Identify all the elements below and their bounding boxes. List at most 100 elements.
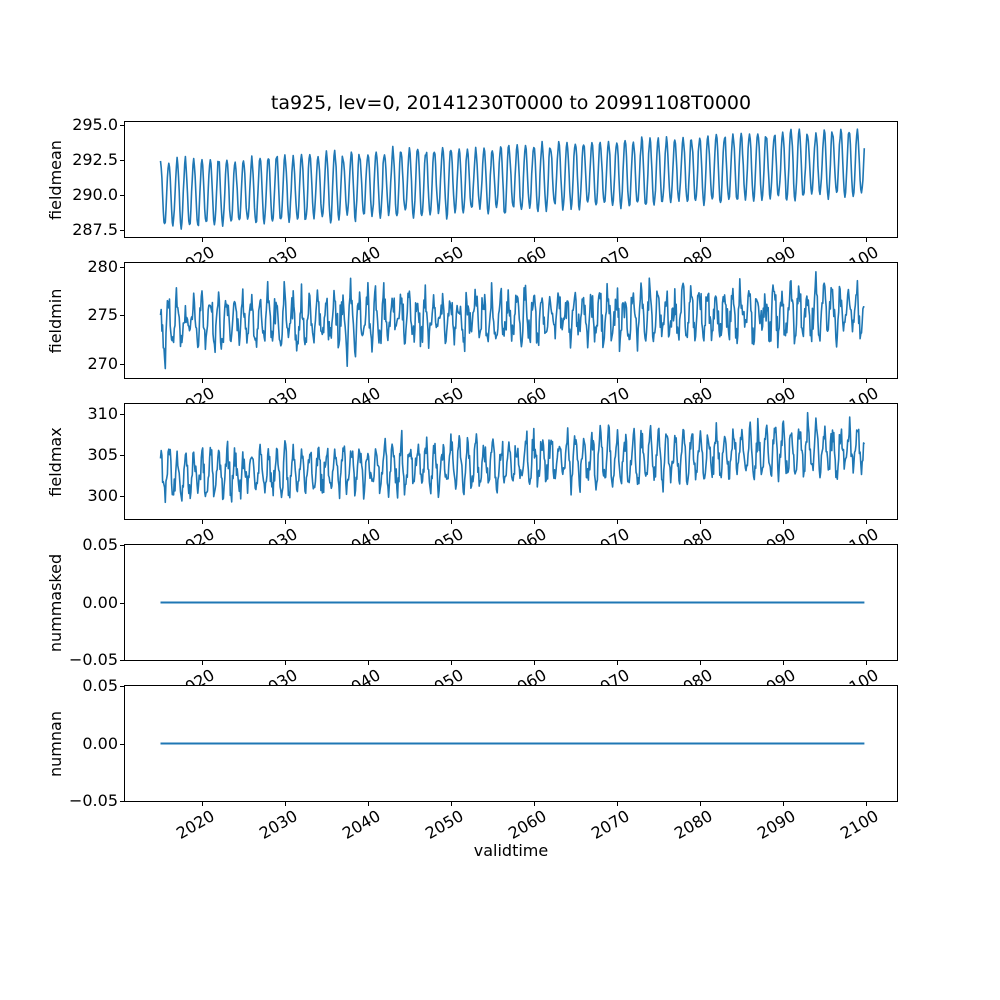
x-tick-mark [202, 379, 203, 383]
x-tick-mark [368, 520, 369, 524]
x-tick-mark [866, 238, 867, 242]
x-tick-mark [451, 661, 452, 665]
x-tick-mark [368, 379, 369, 383]
y-tick-mark [120, 230, 124, 231]
x-tick-mark [451, 802, 452, 806]
fieldmin-series-line [159, 271, 865, 370]
y-tick-mark [120, 686, 124, 687]
x-tick-mark [368, 661, 369, 665]
x-tick-mark [700, 379, 701, 383]
x-tick-mark [617, 379, 618, 383]
fieldmean-series-line [159, 128, 866, 230]
x-tick-mark [617, 520, 618, 524]
y-axis-label-fieldmax: fieldmax [46, 427, 65, 497]
x-tick-mark [783, 802, 784, 806]
y-axis-label-numnan: numnan [46, 711, 65, 777]
y-tick-label: 270 [87, 354, 118, 373]
y-tick-label: 295.0 [72, 115, 118, 134]
y-tick-mark [120, 455, 124, 456]
y-tick-label: 310 [87, 404, 118, 423]
x-tick-mark [534, 379, 535, 383]
y-axis-label-fieldmin: fieldmin [46, 288, 65, 354]
x-tick-mark [783, 238, 784, 242]
x-tick-mark [534, 238, 535, 242]
x-tick-mark [368, 238, 369, 242]
y-axis-label-fieldmean: fieldmean [46, 140, 65, 220]
x-tick-mark [202, 802, 203, 806]
y-tick-mark [120, 660, 124, 661]
x-tick-label: 2090 [754, 806, 799, 843]
y-tick-label: 292.5 [72, 150, 118, 169]
y-tick-label: 280 [87, 257, 118, 276]
x-tick-mark [534, 520, 535, 524]
y-tick-label: 305 [87, 445, 118, 464]
fieldmin-plot-canvas [159, 271, 865, 370]
x-tick-label: 2040 [339, 806, 384, 843]
y-tick-mark [120, 364, 124, 365]
y-tick-label: 0.05 [82, 676, 118, 695]
x-tick-label: 2070 [588, 806, 633, 843]
subplot-fieldmin-axes [124, 262, 898, 379]
x-tick-mark [451, 520, 452, 524]
x-tick-mark [783, 661, 784, 665]
y-tick-mark [120, 603, 124, 604]
x-tick-label: 2080 [671, 806, 716, 843]
x-tick-mark [534, 802, 535, 806]
x-tick-mark [534, 661, 535, 665]
x-tick-label: 2060 [505, 806, 550, 843]
x-tick-mark [451, 379, 452, 383]
x-tick-mark [866, 661, 867, 665]
x-tick-mark [866, 379, 867, 383]
x-tick-label: 2100 [837, 806, 882, 843]
y-tick-mark [120, 315, 124, 316]
fieldmean-plot-canvas [159, 128, 866, 230]
numnan-plot-canvas [160, 742, 865, 745]
y-tick-label: 0.00 [82, 734, 118, 753]
y-tick-label: 287.5 [72, 220, 118, 239]
y-tick-mark [120, 195, 124, 196]
chart-title: ta925, lev=0, 20141230T0000 to 20991108T… [270, 92, 752, 114]
x-tick-mark [700, 802, 701, 806]
x-tick-label: 2020 [173, 806, 218, 843]
x-tick-mark [202, 238, 203, 242]
y-tick-label: 0.00 [82, 593, 118, 612]
fieldmax-series-line [159, 411, 866, 504]
x-tick-mark [285, 661, 286, 665]
x-tick-mark [866, 520, 867, 524]
x-tick-mark [451, 238, 452, 242]
subplot-numnan-axes [124, 685, 898, 802]
x-tick-label: 2030 [256, 806, 301, 843]
y-tick-mark [120, 160, 124, 161]
y-axis-label-nummasked: nummasked [46, 553, 65, 653]
x-axis-label: validtime [473, 841, 549, 860]
x-tick-mark [783, 379, 784, 383]
x-tick-mark [866, 802, 867, 806]
y-tick-mark [120, 744, 124, 745]
y-tick-label: 275 [87, 305, 118, 324]
y-tick-label: 290.0 [72, 185, 118, 204]
y-tick-label: −0.05 [68, 650, 118, 669]
x-tick-mark [617, 238, 618, 242]
x-tick-mark [285, 520, 286, 524]
subplot-nummasked-axes [124, 544, 898, 661]
y-tick-label: −0.05 [68, 791, 118, 810]
x-tick-mark [700, 661, 701, 665]
y-tick-mark [120, 496, 124, 497]
y-tick-mark [120, 125, 124, 126]
x-tick-mark [285, 238, 286, 242]
y-tick-label: 300 [87, 486, 118, 505]
x-tick-mark [700, 238, 701, 242]
y-tick-mark [120, 801, 124, 802]
y-tick-label: 0.05 [82, 535, 118, 554]
y-tick-mark [120, 545, 124, 546]
x-tick-mark [285, 802, 286, 806]
subplot-fieldmean-axes [124, 121, 898, 238]
y-tick-mark [120, 267, 124, 268]
x-tick-mark [617, 802, 618, 806]
x-tick-mark [202, 520, 203, 524]
x-tick-mark [783, 520, 784, 524]
x-tick-mark [700, 520, 701, 524]
x-tick-label: 2050 [422, 806, 467, 843]
